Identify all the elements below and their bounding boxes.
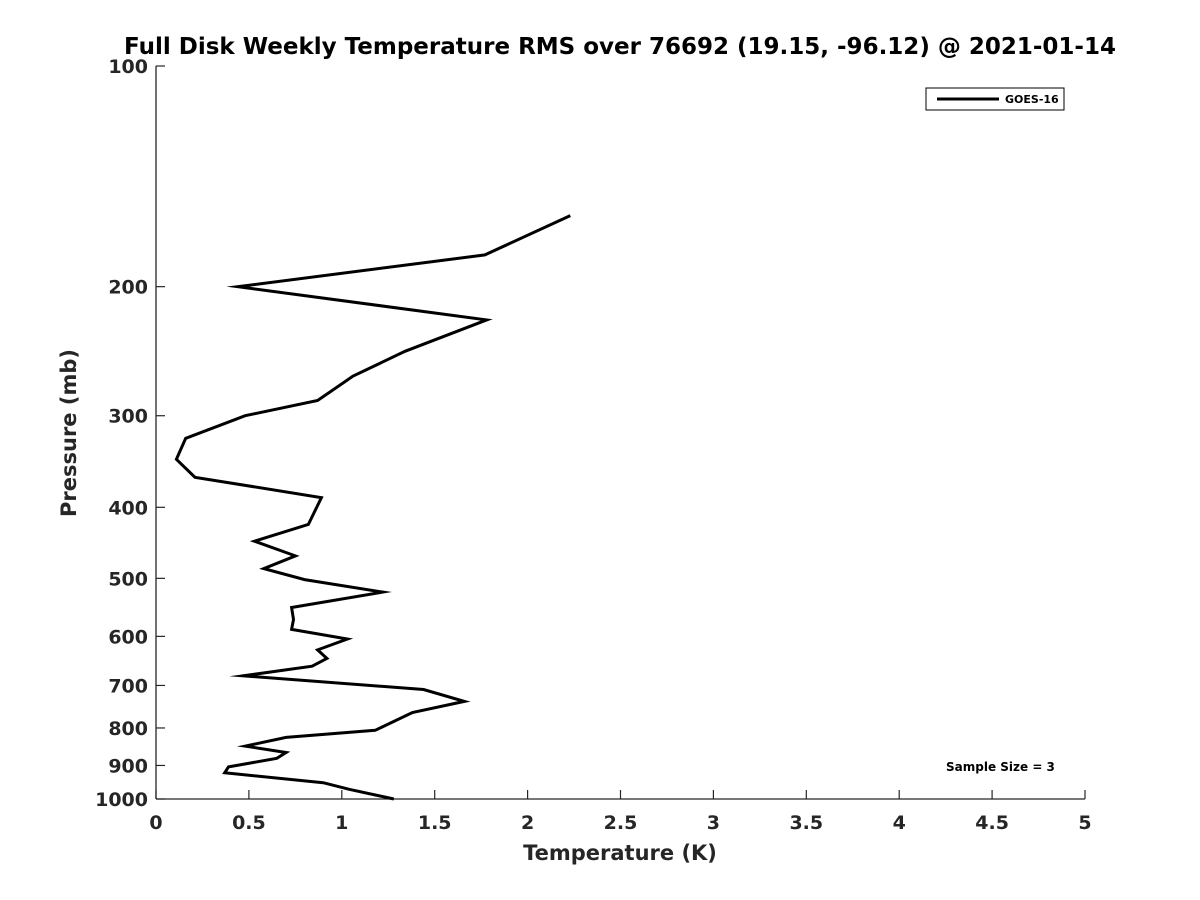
y-tick-label: 400 [108,497,148,519]
x-tick-label: 0.5 [232,812,266,834]
sample-size-annotation: Sample Size = 3 [946,760,1055,774]
y-tick-label: 800 [108,718,148,740]
x-tick-label: 0 [149,812,162,834]
series-layer [174,214,571,801]
x-tick-label: 4 [893,812,906,834]
legend-entry-goes-16: GOES-16 [1005,93,1059,106]
x-tick-label: 3.5 [789,812,823,834]
chart-title: Full Disk Weekly Temperature RMS over 76… [124,34,1116,60]
y-axis-ticks: 100 200 300 400 500 600 700 800 900 1000 [95,56,165,811]
y-tick-label: 700 [108,675,148,697]
y-tick-label: 100 [108,56,148,78]
x-tick-label: 2.5 [604,812,638,834]
y-tick-label: 200 [108,277,148,299]
x-tick-label: 1 [335,812,348,834]
y-tick-label: 500 [108,568,148,590]
x-axis-label: Temperature (K) [523,841,717,865]
legend: GOES-16 [925,87,1065,111]
y-tick-label: 900 [108,755,148,777]
y-tick-label: 1000 [95,789,148,811]
x-axis-ticks: 0 0.5 1 1.5 2 2.5 3 3.5 4 4.5 5 [149,790,1092,834]
x-tick-label: 3 [707,812,720,834]
y-tick-label: 300 [108,406,148,428]
y-tick-label: 600 [108,626,148,648]
series-line-goes-16 [174,214,571,801]
x-tick-label: 5 [1078,812,1091,834]
y-axis-label: Pressure (mb) [57,349,81,517]
x-tick-label: 1.5 [418,812,452,834]
x-tick-label: 4.5 [975,812,1009,834]
x-tick-label: 2 [521,812,534,834]
